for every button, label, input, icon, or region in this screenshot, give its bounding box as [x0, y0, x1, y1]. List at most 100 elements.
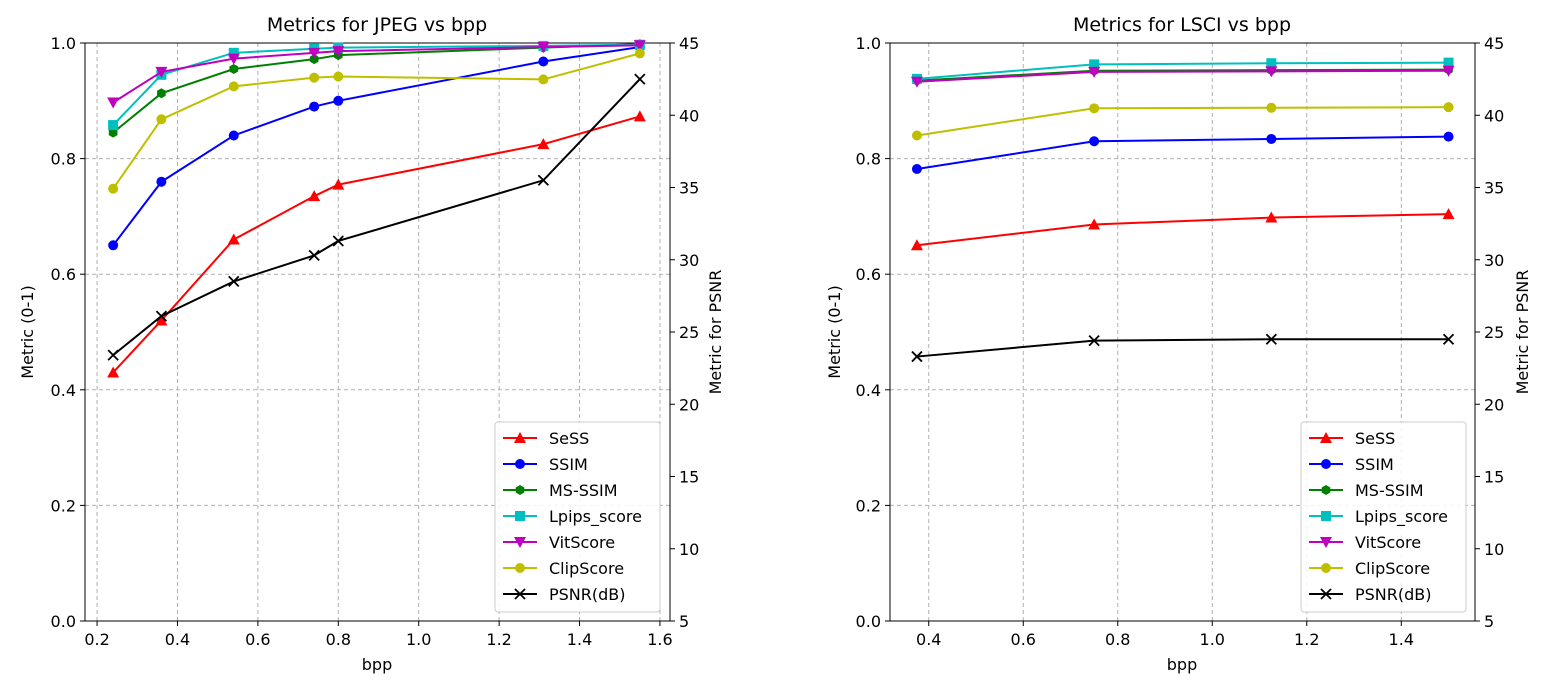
y-tick-label: 0.0 — [856, 612, 881, 631]
x-tick-label: 1.6 — [647, 630, 672, 649]
y2-tick-label: 30 — [679, 251, 699, 270]
legend-label: ClipScore — [1355, 559, 1430, 578]
y-tick-label: 0.4 — [856, 381, 881, 400]
y2-tick-label: 45 — [679, 34, 699, 53]
series-clipscore — [108, 48, 645, 194]
data-point-vitscore — [107, 97, 120, 109]
y2-tick-label: 35 — [679, 179, 699, 198]
legend-marker — [515, 511, 525, 521]
data-point-vitscore — [308, 47, 321, 59]
series-line-sess — [916, 213, 1449, 247]
data-point-ssim — [309, 101, 320, 112]
series-psnr-db — [107, 73, 646, 361]
x-tick-label: 1.4 — [1389, 630, 1414, 649]
series-vitscore — [107, 40, 646, 109]
series-line-psnr-db — [916, 338, 1449, 358]
y-tick-label: 0.6 — [856, 265, 881, 284]
data-point-vitscore — [1442, 65, 1455, 77]
y-tick-label: 0.2 — [856, 496, 881, 515]
series-line-psnr-db — [112, 78, 641, 356]
series-vitscore — [910, 65, 1455, 88]
data-point-clipscore — [634, 48, 645, 59]
y2-tick-label: 35 — [1484, 179, 1504, 198]
series-line-clipscore — [916, 106, 1449, 137]
data-point-sess — [107, 366, 120, 378]
data-point-sess — [537, 138, 550, 150]
y-axis-ticks: 0.0 0.2 0.4 0.6 0.8 1.0 — [51, 34, 85, 631]
series-line-ssim — [916, 135, 1449, 170]
x-axis-ticks: 0.4 0.6 0.8 1.0 1.2 1.4 — [916, 621, 1414, 649]
y-axis-ticks: 0.0 0.2 0.4 0.6 0.8 1.0 — [856, 34, 890, 631]
data-point-lpips-score — [1443, 57, 1454, 68]
legend-entry-ms-ssim: MS-SSIM — [1309, 481, 1424, 500]
legend-marker — [515, 485, 525, 495]
chart-title: Metrics for JPEG vs bpp — [267, 14, 487, 36]
legend-label: Lpips_score — [1355, 507, 1448, 527]
legend: SeSS SSIM MS-SSIM Lpips_score VitScore ClipSc… — [1300, 421, 1467, 613]
legend-marker — [1321, 459, 1331, 469]
data-point-vitscore — [155, 66, 168, 78]
series-ssim — [108, 42, 645, 251]
data-point-vitscore — [537, 42, 550, 54]
y2-tick-label: 10 — [679, 540, 699, 559]
data-point-ssim — [1089, 136, 1100, 147]
y-tick-label: 1.0 — [856, 34, 881, 53]
x-axis-label: bpp — [1167, 655, 1197, 674]
data-point-psnr-db — [332, 235, 344, 247]
y2-tick-label: 25 — [1484, 323, 1504, 342]
legend-label: PSNR(dB) — [549, 585, 626, 604]
y2-tick-label: 15 — [1484, 468, 1504, 487]
data-point-ssim — [911, 164, 922, 175]
data-point-lpips-score — [108, 120, 119, 131]
x-axis-label: bpp — [362, 655, 392, 674]
x-axis-ticks: 0.2 0.4 0.6 0.8 1.0 1.2 1.4 1.6 — [84, 621, 673, 649]
x-tick-label: 0.6 — [1011, 630, 1036, 649]
legend-entry-clipscore: ClipScore — [503, 559, 624, 578]
data-point-clipscore — [309, 72, 320, 83]
x-tick-label: 0.6 — [245, 630, 270, 649]
x-tick-label: 0.8 — [1105, 630, 1130, 649]
data-point-clipscore — [108, 183, 119, 194]
y2-tick-label: 10 — [1484, 540, 1504, 559]
legend-label: MS-SSIM — [1355, 481, 1424, 500]
data-point-lpips-score — [1089, 59, 1100, 70]
chart-lsci: 0.4 0.6 0.8 1.0 1.2 1.4 0.0 0.2 0.4 0.6 0.8 1.0 5 1… — [825, 14, 1532, 674]
legend-entry-vitscore: VitScore — [1309, 533, 1421, 552]
x-tick-label: 0.8 — [326, 630, 351, 649]
series-ssim — [911, 131, 1454, 175]
y-tick-label: 0.8 — [856, 150, 881, 169]
legend-marker — [514, 537, 526, 548]
data-point-ssim — [1266, 133, 1277, 144]
data-point-ssim — [156, 176, 167, 187]
y-tick-label: 1.0 — [51, 34, 76, 53]
data-point-psnr-db — [1442, 333, 1455, 345]
y2-tick-label: 20 — [679, 395, 699, 414]
x-tick-label: 1.0 — [1200, 630, 1225, 649]
y2-axis-label: Metric for PSNR — [706, 270, 725, 395]
series-layer — [107, 39, 646, 378]
data-point-ms-ssim — [108, 127, 118, 138]
data-point-vitscore — [227, 53, 240, 65]
data-point-psnr-db — [911, 350, 923, 363]
data-point-ms-ssim — [309, 54, 319, 65]
y2-tick-label: 15 — [679, 468, 699, 487]
legend-marker — [1320, 432, 1332, 443]
chart-title: Metrics for LSCI vs bpp — [1073, 14, 1291, 36]
data-point-clipscore — [156, 114, 167, 125]
legend-marker — [1321, 563, 1331, 573]
x-tick-label: 1.0 — [406, 630, 431, 649]
legend-entry-sess: SeSS — [503, 429, 589, 448]
series-sess — [910, 208, 1455, 251]
series-clipscore — [911, 102, 1454, 141]
data-point-sess — [308, 190, 321, 202]
series-line-clipscore — [112, 52, 641, 190]
data-point-ssim — [228, 130, 239, 141]
data-point-sess — [910, 239, 923, 251]
data-point-psnr-db — [1088, 335, 1100, 347]
x-tick-label: 1.2 — [486, 630, 511, 649]
data-point-vitscore — [332, 46, 345, 58]
y2-axis-ticks: 5 10 15 20 25 30 35 40 45 — [1475, 34, 1504, 631]
y2-axis-label: Metric for PSNR — [1513, 270, 1532, 395]
y2-tick-label: 45 — [1484, 34, 1504, 53]
